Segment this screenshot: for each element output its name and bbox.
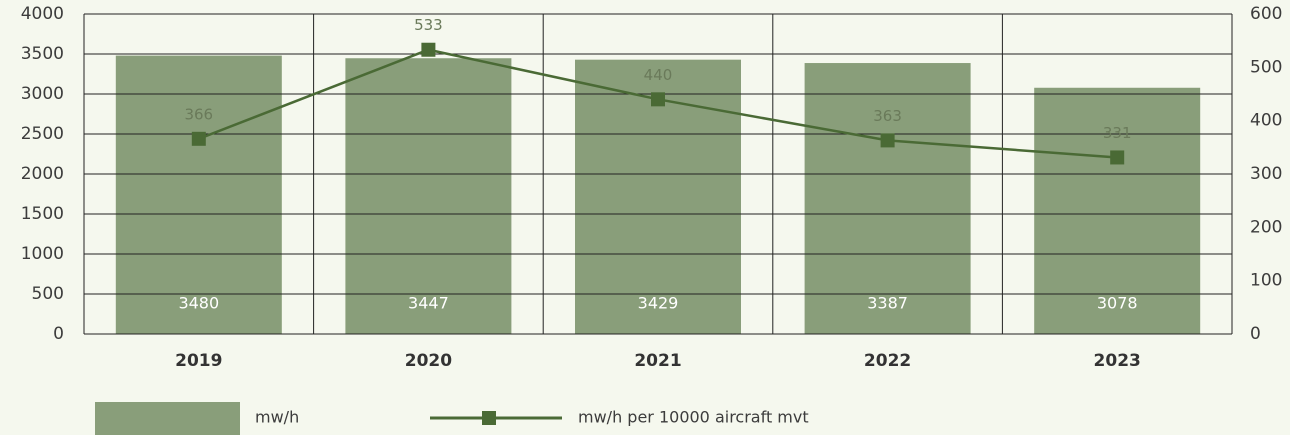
bar-value-label: 3480 <box>178 294 219 313</box>
line-marker <box>1110 150 1125 165</box>
line-value-label: 440 <box>644 66 673 84</box>
line-value-label: 366 <box>184 105 213 123</box>
bar-value-label: 3387 <box>867 294 908 313</box>
bar <box>1034 87 1201 334</box>
bar <box>115 55 282 334</box>
y2-tick-label: 600 <box>1250 4 1282 24</box>
x-tick-label: 2021 <box>634 351 681 371</box>
y2-tick-label: 400 <box>1250 111 1282 131</box>
x-tick-label: 2019 <box>175 351 222 371</box>
y2-tick-label: 300 <box>1250 164 1282 184</box>
y-tick-label: 4000 <box>21 4 64 24</box>
y-tick-label: 1500 <box>21 204 64 224</box>
bar-value-label: 3447 <box>408 294 449 313</box>
legend-label: mw/h <box>255 408 299 427</box>
x-tick-label: 2022 <box>864 351 911 371</box>
line-value-label: 363 <box>873 107 902 125</box>
y-tick-label: 500 <box>32 284 64 304</box>
legend-marker <box>482 411 496 425</box>
y-tick-label: 0 <box>53 324 64 344</box>
bar <box>804 63 971 334</box>
y-tick-label: 3500 <box>21 44 64 64</box>
bar <box>345 58 512 335</box>
y-tick-label: 2000 <box>21 164 64 184</box>
line-marker <box>191 131 206 146</box>
line-value-label: 533 <box>414 16 443 34</box>
legend-label: mw/h per 10000 aircraft mvt <box>578 408 809 427</box>
y2-tick-label: 200 <box>1250 217 1282 237</box>
line-marker <box>421 42 436 57</box>
x-tick-label: 2023 <box>1094 351 1141 371</box>
bar-value-label: 3429 <box>638 294 679 313</box>
legend-swatch <box>95 402 240 435</box>
line-marker <box>651 92 665 107</box>
y-tick-label: 1000 <box>21 244 64 264</box>
y-tick-label: 3000 <box>21 84 64 104</box>
y2-tick-label: 100 <box>1250 271 1282 291</box>
y-tick-label: 2500 <box>21 124 64 144</box>
bar-value-label: 3078 <box>1097 294 1138 313</box>
y2-tick-label: 500 <box>1250 57 1282 77</box>
x-tick-label: 2020 <box>405 351 452 371</box>
line-value-label: 331 <box>1103 124 1132 142</box>
line-marker <box>880 133 895 148</box>
y2-tick-label: 0 <box>1250 324 1261 344</box>
